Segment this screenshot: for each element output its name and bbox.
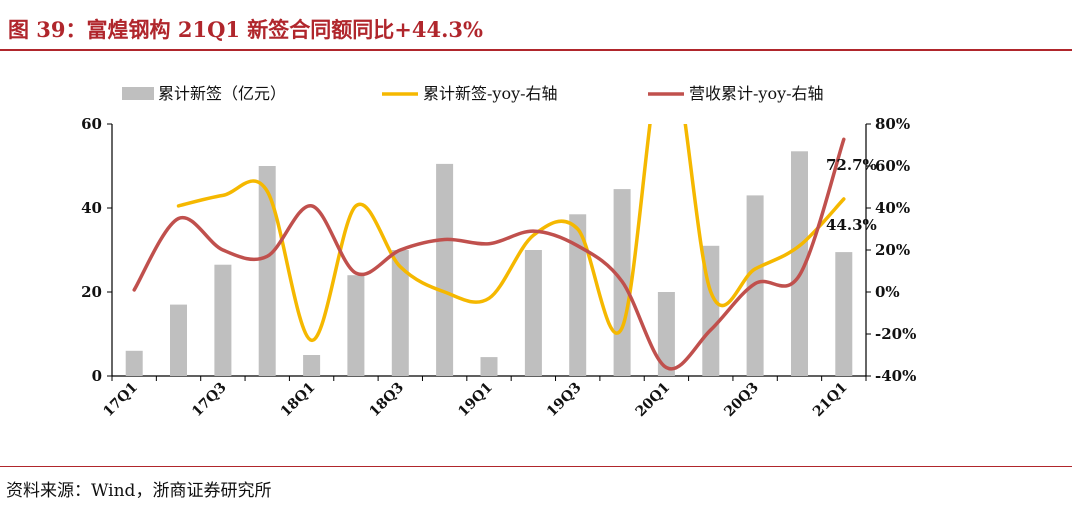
legend: 累计新签（亿元） 累计新签-yoy-右轴 营收累计-yoy-右轴 <box>122 84 824 103</box>
x-tick-label: 21Q1 <box>810 380 851 421</box>
bar-17Q4 <box>258 166 276 376</box>
legend-label-yoy-new: 累计新签-yoy-右轴 <box>423 84 558 103</box>
bar-20Q1 <box>657 292 675 376</box>
right-tick-label: -40% <box>875 367 916 385</box>
title-rule <box>0 49 1072 51</box>
bar-17Q1 <box>125 350 143 376</box>
annotation-new-sign-yoy: 44.3% <box>826 216 877 234</box>
left-tick-label: 40 <box>81 199 102 217</box>
bar-17Q2 <box>170 304 187 376</box>
legend-label-yoy-rev: 营收累计-yoy-右轴 <box>689 84 824 103</box>
left-axis-ticks: 0 20 40 60 <box>81 115 112 385</box>
right-tick-label: 80% <box>875 115 910 133</box>
bar-18Q2 <box>347 275 365 376</box>
right-tick-label: 20% <box>875 241 910 259</box>
right-tick-label: 0% <box>875 283 900 301</box>
legend-label-bar: 累计新签（亿元） <box>158 84 286 103</box>
x-tick-label: 17Q3 <box>189 380 230 421</box>
x-tick-label: 19Q3 <box>544 380 585 421</box>
x-axis-ticks: 17Q1 17Q3 18Q1 18Q3 19Q1 19Q3 20Q1 20Q3 21Q1 <box>100 376 867 421</box>
legend-swatch-bar <box>122 87 154 100</box>
figure-title: 图 39：富煌钢构 21Q1 新签合同额同比+44.3% <box>8 17 483 42</box>
right-tick-label: 60% <box>875 157 910 175</box>
left-tick-label: 0 <box>92 367 102 385</box>
line-series <box>132 124 846 371</box>
bar-17Q3 <box>214 264 232 376</box>
source-rule <box>0 466 1072 467</box>
left-tick-label: 20 <box>81 283 102 301</box>
annotation-revenue-yoy: 72.7% <box>826 156 877 174</box>
bar-19Q2 <box>524 250 542 376</box>
bar-18Q1 <box>303 355 321 376</box>
x-tick-label: 20Q1 <box>633 380 674 421</box>
left-tick-label: 60 <box>81 115 102 133</box>
x-tick-label: 18Q3 <box>367 380 408 421</box>
x-tick-label: 20Q3 <box>721 380 762 421</box>
x-tick-label: 19Q1 <box>455 380 496 421</box>
line-revenue-yoy <box>132 137 846 371</box>
x-tick-label: 17Q1 <box>100 380 141 421</box>
right-axis-ticks: -40% -20% 0% 20% 40% 60% 80% <box>866 115 916 385</box>
bar-series <box>125 151 853 376</box>
right-tick-label: 40% <box>875 199 910 217</box>
bar-20Q4 <box>791 151 808 376</box>
bar-19Q3 <box>569 214 587 376</box>
right-tick-label: -20% <box>875 325 916 343</box>
bar-21Q1 <box>835 252 853 376</box>
bar-18Q3 <box>391 250 409 376</box>
bar-18Q4 <box>436 163 454 376</box>
bar-20Q3 <box>746 195 764 376</box>
x-tick-label: 18Q1 <box>278 380 319 421</box>
source-note: 资料来源：Wind，浙商证券研究所 <box>6 481 272 501</box>
bar-19Q1 <box>480 357 498 376</box>
